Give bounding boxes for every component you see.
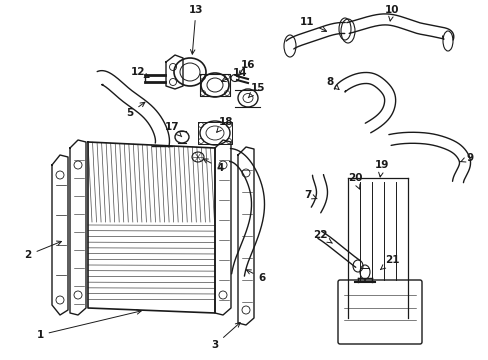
Text: 19: 19 xyxy=(374,160,388,177)
Text: 3: 3 xyxy=(211,323,240,350)
Text: 10: 10 xyxy=(384,5,398,21)
Text: 18: 18 xyxy=(216,117,233,132)
Text: 7: 7 xyxy=(304,190,316,200)
Text: 16: 16 xyxy=(238,60,255,75)
Text: 15: 15 xyxy=(248,83,264,98)
Text: 17: 17 xyxy=(164,122,182,137)
Text: 2: 2 xyxy=(24,241,61,260)
Text: 5: 5 xyxy=(126,102,144,118)
Text: 6: 6 xyxy=(246,270,265,283)
Text: 4: 4 xyxy=(203,159,223,173)
Text: 13: 13 xyxy=(188,5,203,54)
Text: 8: 8 xyxy=(325,77,338,90)
Text: 9: 9 xyxy=(460,153,472,163)
Text: 11: 11 xyxy=(299,17,326,31)
Text: 21: 21 xyxy=(380,255,398,270)
Text: 12: 12 xyxy=(130,67,149,77)
Text: 14: 14 xyxy=(221,68,247,82)
Text: 20: 20 xyxy=(347,173,362,189)
Text: 22: 22 xyxy=(312,230,332,243)
Text: 1: 1 xyxy=(36,310,141,340)
